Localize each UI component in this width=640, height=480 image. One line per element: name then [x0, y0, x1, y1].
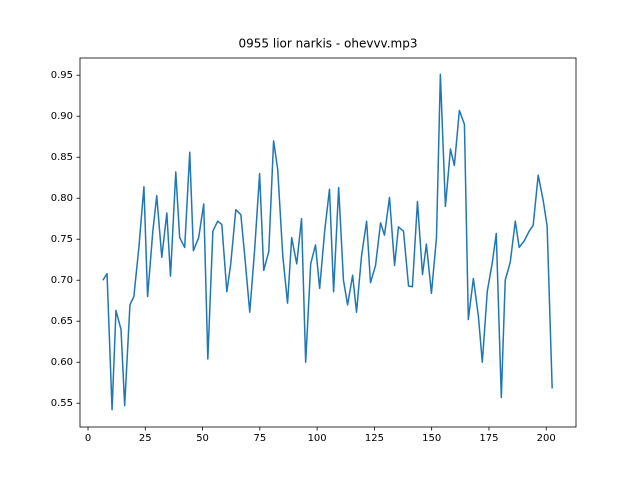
y-tick-label: 0.60 — [51, 357, 73, 368]
x-tick-label: 0 — [85, 433, 91, 444]
x-tick-label: 150 — [422, 433, 441, 444]
y-tick-label: 0.85 — [51, 152, 73, 163]
x-tick-label: 25 — [139, 433, 152, 444]
y-tick-label: 0.70 — [51, 275, 73, 286]
data-line — [102, 73, 553, 411]
axes-frame — [79, 57, 577, 428]
y-tick-label: 0.75 — [51, 234, 73, 245]
x-tick-label: 75 — [253, 433, 266, 444]
y-tick-label: 0.65 — [51, 316, 73, 327]
y-tick-label: 0.90 — [51, 111, 73, 122]
y-tick-label: 0.55 — [51, 398, 73, 409]
y-tick-label: 0.95 — [51, 70, 73, 81]
x-tick-label: 100 — [308, 433, 327, 444]
x-tick-label: 175 — [479, 433, 498, 444]
chart-title: 0955 lior narkis - ohevvv.mp3 — [239, 37, 418, 51]
x-tick-label: 125 — [365, 433, 384, 444]
x-tick-label: 200 — [537, 433, 556, 444]
x-tick-label: 50 — [196, 433, 209, 444]
y-tick-label: 0.80 — [51, 193, 73, 204]
